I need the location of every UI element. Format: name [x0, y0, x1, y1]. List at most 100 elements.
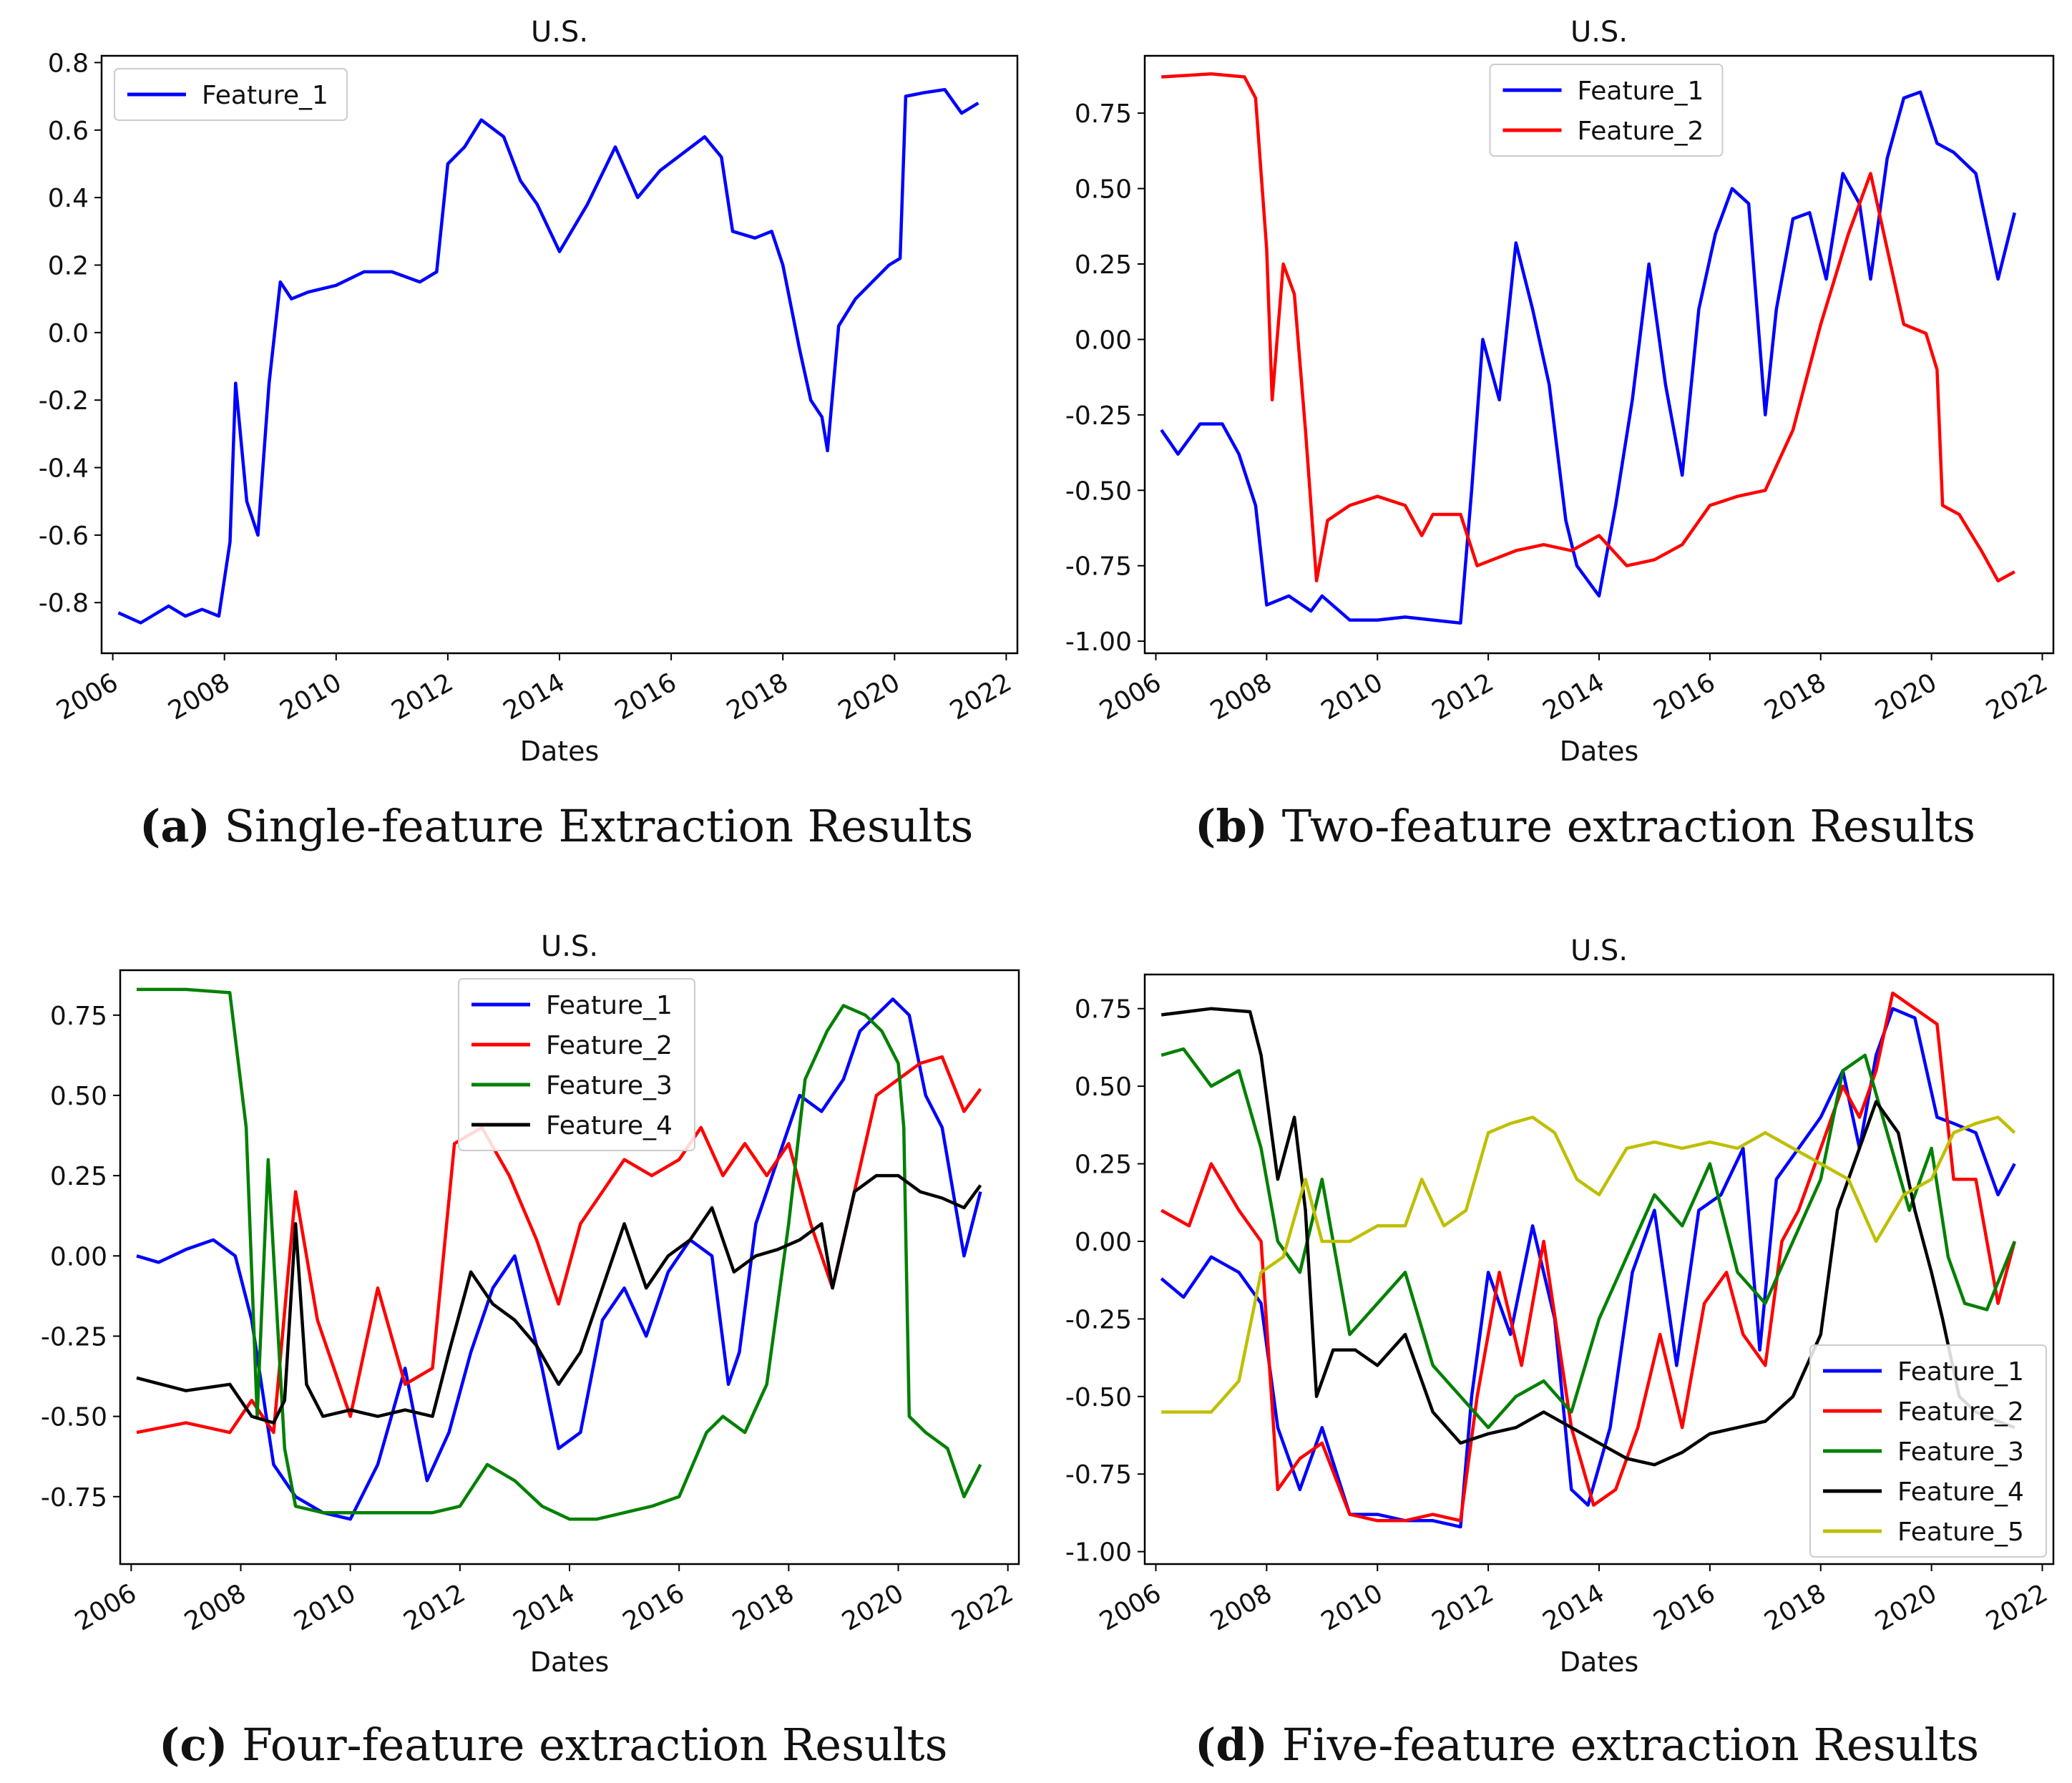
y-tick-label: -0.2	[39, 386, 89, 416]
y-tick-label: 0.25	[1075, 1151, 1132, 1180]
caption-a-label: (a)	[140, 800, 210, 852]
x-tick-label: 2020	[834, 668, 905, 726]
caption-b-text: Two-feature extraction Results	[1281, 800, 1976, 852]
x-tick-label: 2014	[1538, 668, 1610, 726]
y-tick-label: -0.25	[1065, 401, 1132, 431]
y-tick-label: 0.50	[50, 1082, 107, 1111]
x-axis-label: Dates	[530, 1646, 610, 1678]
x-tick-label: 2018	[722, 668, 793, 726]
legend-label: Feature_4	[546, 1111, 673, 1140]
y-tick-label: -0.25	[1065, 1305, 1132, 1334]
y-tick-label: -0.25	[41, 1322, 107, 1352]
x-tick-label: 2016	[1649, 1578, 1721, 1636]
series-feature-1	[136, 997, 982, 1521]
plot-frame	[1143, 54, 2055, 655]
y-tick-label: 0.00	[50, 1242, 107, 1271]
caption-c-label: (c)	[159, 1719, 228, 1771]
panel-b: U.S. -1.00 -0.75 -0.50 -0.25 0.00 0.25 0.50 0.75…	[1036, 0, 2072, 893]
x-tick-label: 2014	[1538, 1578, 1610, 1636]
x-tick-label: 2016	[618, 1578, 690, 1636]
x-tick-label: 2012	[1427, 668, 1499, 726]
chart-b: U.S. -1.00 -0.75 -0.50 -0.25 0.00 0.25 0.50 0.75…	[1065, 16, 2055, 767]
series-feature-2	[1161, 72, 2015, 583]
chart-a-title: U.S.	[531, 16, 588, 49]
legend-label: Feature_1	[1578, 77, 1704, 106]
x-tick-label: 2014	[499, 668, 570, 726]
series-feature-1	[117, 87, 979, 625]
caption-b: (b) Two-feature extraction Results	[1195, 800, 1975, 852]
caption-c: (c) Four-feature extraction Results	[159, 1719, 947, 1771]
x-tick-label: 2020	[1870, 668, 1942, 726]
caption-a: (a) Single-feature Extraction Results	[140, 800, 973, 852]
y-tick-label: 0.00	[1075, 1228, 1132, 1257]
x-tick-label: 2022	[1981, 1578, 2053, 1636]
y-tick-label: 0.50	[1075, 175, 1132, 205]
x-tick-label: 2006	[52, 668, 123, 726]
legend-label: Feature_4	[1897, 1477, 2024, 1507]
y-tick-label: -1.00	[1065, 1538, 1132, 1568]
y-tick-label: -0.8	[39, 589, 89, 618]
plot-frame	[119, 969, 1020, 1565]
plot-frame	[100, 54, 1019, 655]
y-tick-label: 0.8	[48, 49, 89, 78]
series-feature-4	[1160, 1007, 2015, 1467]
plot-frame	[1143, 973, 2055, 1565]
x-tick-label: 2020	[1870, 1578, 1942, 1636]
caption-c-text: Four-feature extraction Results	[242, 1719, 948, 1771]
caption-d-text: Five-feature extraction Results	[1281, 1719, 1980, 1771]
series-feature-4	[136, 1173, 982, 1425]
y-tick-label: -0.6	[39, 522, 89, 551]
x-tick-label: 2022	[947, 1578, 1018, 1636]
series-feature-5	[1161, 1115, 2016, 1414]
chart-c-title: U.S.	[541, 930, 598, 963]
legend-label: Feature_5	[1897, 1518, 2024, 1547]
x-tick-label: 2008	[1206, 668, 1277, 726]
x-tick-label: 2006	[70, 1578, 142, 1636]
x-tick-label: 2010	[289, 1578, 361, 1636]
x-tick-label: 2014	[509, 1578, 580, 1636]
x-tick-label: 2020	[837, 1578, 909, 1636]
y-tick-label: 0.75	[1075, 99, 1132, 129]
y-tick-label: 0.75	[50, 1002, 107, 1031]
chart-b-title: U.S.	[1570, 16, 1628, 49]
y-tick-label: 0.00	[1075, 326, 1132, 355]
legend-label: Feature_2	[1897, 1397, 2024, 1427]
legend-label: Feature_3	[546, 1071, 673, 1100]
x-tick-label: 2022	[945, 668, 1017, 726]
x-tick-label: 2012	[399, 1578, 470, 1636]
x-tick-label: 2008	[163, 668, 235, 726]
legend-label: Feature_3	[1897, 1437, 2024, 1467]
y-tick-label: -0.50	[1065, 1383, 1132, 1412]
legend-box	[458, 978, 695, 1151]
y-tick-label: 0.25	[1075, 250, 1132, 280]
y-tick-label: -0.50	[41, 1403, 107, 1432]
legend-box	[1489, 64, 1724, 157]
y-tick-label: 0.25	[50, 1162, 107, 1191]
caption-d: (d) Five-feature extraction Results	[1195, 1719, 1979, 1771]
x-axis-label: Dates	[520, 736, 600, 767]
x-tick-label: 2006	[1095, 668, 1166, 726]
legend-label: Feature_1	[546, 991, 673, 1020]
legend-label: Feature_2	[1578, 117, 1704, 146]
legend-box	[1809, 1344, 2047, 1558]
y-tick-label: 0.6	[48, 117, 89, 146]
x-tick-label: 2008	[180, 1578, 251, 1636]
y-tick-label: 0.4	[48, 184, 89, 213]
y-tick-label: 0.0	[48, 319, 89, 348]
x-tick-label: 2018	[1759, 1578, 1831, 1636]
legend-label: Feature_1	[202, 81, 328, 110]
caption-b-label: (b)	[1195, 800, 1269, 852]
legend: Feature_1	[114, 68, 348, 121]
y-tick-label: 0.50	[1075, 1073, 1132, 1102]
y-tick-label: 0.75	[1075, 995, 1132, 1025]
chart-d-title: U.S.	[1570, 934, 1628, 967]
x-tick-label: 2018	[728, 1578, 799, 1636]
panel-c: U.S. -0.75 -0.50 -0.25 0.00 0.25 0.50 0.75 2006 2…	[0, 890, 1036, 1783]
series-feature-3	[137, 987, 982, 1521]
x-tick-label: 2008	[1206, 1578, 1277, 1636]
x-tick-label: 2012	[1427, 1578, 1499, 1636]
y-tick-label: -0.75	[1065, 1460, 1132, 1490]
legend-label: Feature_1	[1897, 1357, 2024, 1387]
series-feature-3	[1160, 1047, 2016, 1430]
x-axis-label: Dates	[1560, 1646, 1639, 1678]
